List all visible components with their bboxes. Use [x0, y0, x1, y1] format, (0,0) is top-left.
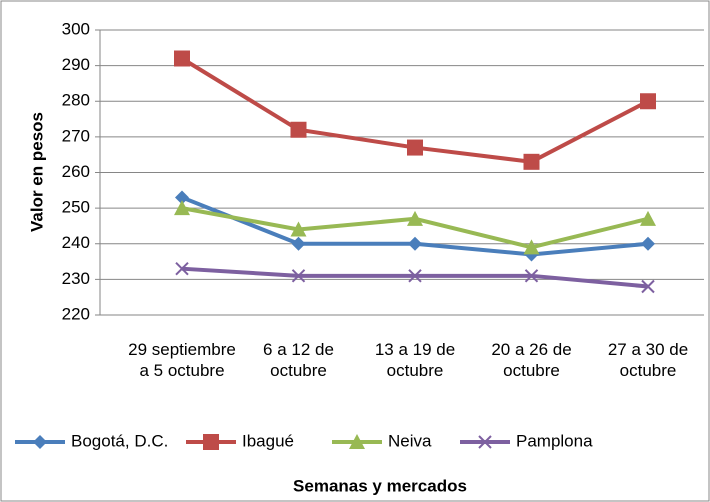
- y-tick-label: 260: [62, 162, 90, 181]
- marker: [524, 269, 539, 283]
- legend-marker: [203, 434, 219, 450]
- marker: [640, 93, 656, 110]
- legend-marker: [349, 434, 365, 449]
- marker: [407, 139, 423, 156]
- marker: [407, 210, 423, 226]
- y-tick-label: 220: [62, 304, 90, 323]
- marker: [408, 269, 422, 283]
- marker: [640, 210, 656, 226]
- marker: [523, 153, 540, 170]
- marker: [290, 121, 307, 138]
- x-tick-label: 20 a 26 de octubre: [491, 340, 572, 380]
- y-tick-label: 290: [62, 55, 90, 74]
- marker: [408, 236, 422, 251]
- legend-label: Neiva: [388, 431, 432, 450]
- marker: [641, 236, 655, 251]
- x-tick-label: 13 a 19 de octubre: [374, 340, 456, 380]
- y-axis-title: Valor en pesos: [27, 112, 46, 232]
- marker: [174, 200, 190, 216]
- marker: [174, 50, 190, 67]
- marker: [175, 190, 189, 205]
- legend-label: Ibagué: [242, 431, 294, 450]
- y-tick-label: 270: [62, 126, 90, 145]
- y-tick-label: 230: [62, 269, 90, 288]
- marker: [175, 261, 189, 276]
- marker: [523, 239, 540, 255]
- marker: [291, 269, 306, 283]
- legend-label: Bogotá, D.C.: [71, 431, 168, 450]
- x-tick-label: 6 a 12 de octubre: [263, 340, 334, 380]
- legend-marker: [478, 435, 492, 449]
- legend-label: Pamplona: [516, 431, 593, 450]
- y-tick-label: 240: [62, 233, 90, 252]
- marker: [641, 279, 655, 294]
- x-tick-label: 29 septiembre a 5 octubre: [128, 340, 236, 380]
- x-tick-label: 27 a 30 de octubre: [607, 340, 689, 380]
- x-axis-title: Semanas y mercados: [293, 476, 467, 495]
- marker: [291, 236, 306, 251]
- marker: [290, 221, 307, 237]
- legend-marker: [33, 435, 47, 449]
- y-tick-label: 300: [62, 19, 90, 38]
- y-tick-label: 250: [62, 198, 90, 217]
- y-tick-label: 280: [62, 91, 90, 110]
